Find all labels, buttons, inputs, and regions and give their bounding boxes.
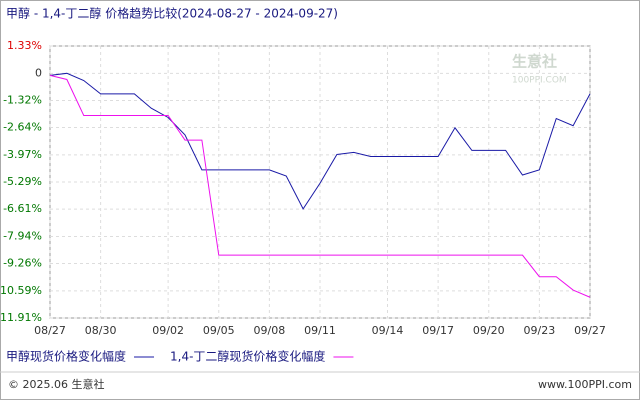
- y-tick-label: -9.26%: [3, 257, 42, 270]
- y-tick-label: -6.61%: [3, 202, 42, 215]
- x-tick-label: 09/02: [152, 324, 184, 337]
- x-tick-label: 09/27: [574, 324, 606, 337]
- series-line: [49, 74, 591, 298]
- y-tick-label: -1.32%: [3, 93, 42, 106]
- footer-right: www.100PPI.com: [538, 378, 632, 391]
- x-tick-label: 08/27: [34, 324, 66, 337]
- y-tick-label: -7.94%: [3, 229, 42, 242]
- y-tick-label: 0: [35, 66, 42, 79]
- x-tick-label: 09/11: [304, 324, 336, 337]
- series-line: [49, 72, 591, 210]
- x-tick-label: 09/05: [203, 324, 235, 337]
- chart-title: 甲醇 - 1,4-丁二醇 价格趋势比较(2024-08-27 - 2024-09…: [6, 6, 338, 21]
- x-tick-label: 09/08: [254, 324, 286, 337]
- x-tick-label: 09/20: [473, 324, 505, 337]
- x-tick-label: 09/14: [372, 324, 404, 337]
- watermark: 生意社: [512, 53, 557, 71]
- y-tick-label: -2.64%: [3, 121, 42, 134]
- footer-left: © 2025.06 生意社: [8, 377, 104, 391]
- x-tick-label: 09/23: [524, 324, 556, 337]
- legend-label: 甲醇现货价格变化幅度: [6, 349, 126, 364]
- watermark-sub: 100PPI.COM: [512, 76, 567, 86]
- y-tick-label: 1.33%: [7, 39, 42, 52]
- x-tick-label: 09/17: [422, 324, 454, 337]
- y-tick-label: -3.97%: [3, 148, 42, 161]
- legend-label: 1,4-丁二醇现货价格变化幅度: [170, 349, 325, 364]
- x-tick-label: 08/30: [85, 324, 117, 337]
- y-tick-label: -10.59%: [0, 284, 42, 297]
- y-tick-label: -11.91%: [0, 311, 42, 324]
- y-tick-label: -5.29%: [3, 175, 42, 188]
